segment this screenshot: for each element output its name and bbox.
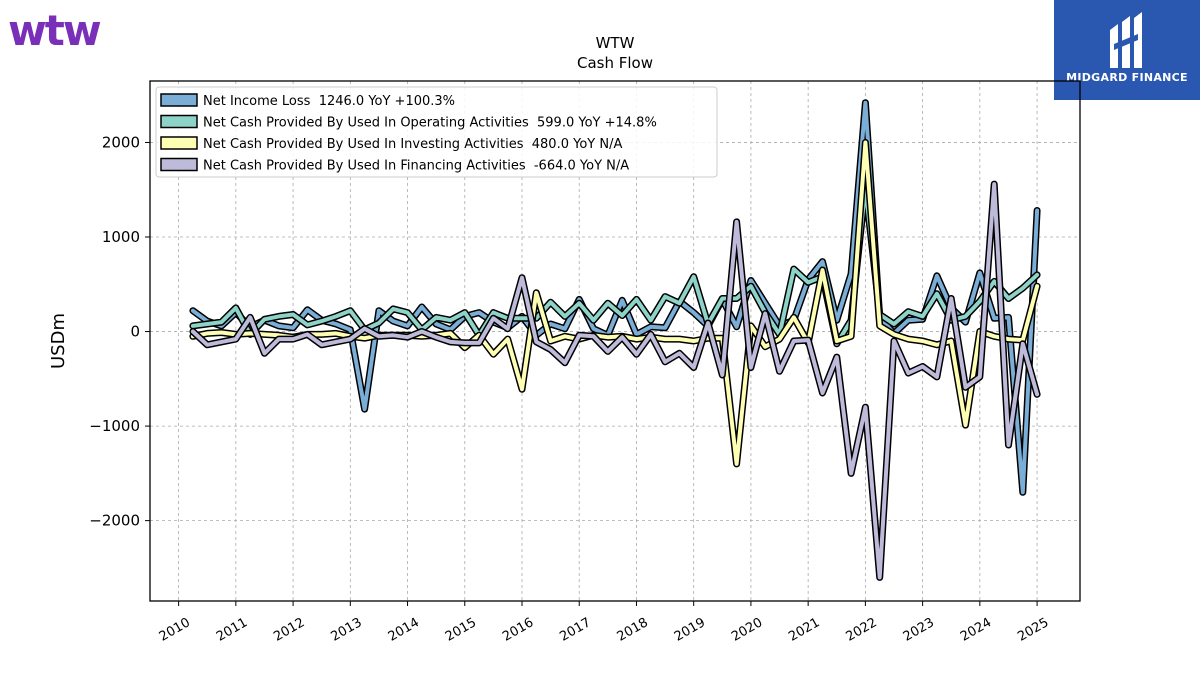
series-3-line — [190, 140, 1040, 466]
y-axis-label: USDm — [48, 313, 69, 369]
y-tick-label: 2000 — [102, 133, 140, 151]
series-4-outline — [189, 180, 1041, 581]
legend-entry: Net Cash Provided By Used In Investing A… — [203, 137, 622, 152]
series-3-outline — [189, 139, 1041, 468]
chart-title: WTW — [596, 34, 635, 52]
series-2-line — [190, 185, 1040, 346]
series-4-line — [190, 182, 1040, 580]
x-tick-label: 2017 — [557, 615, 593, 645]
legend-entry: Net Cash Provided By Used In Financing A… — [203, 159, 629, 174]
legend-swatch — [160, 157, 198, 172]
x-tick-label: 2010 — [157, 615, 193, 645]
x-tick-label: 2015 — [443, 615, 479, 645]
legend-swatch — [160, 136, 198, 150]
legend-entry: Net Cash Provided By Used In Operating A… — [203, 116, 657, 131]
x-tick-label: 2021 — [786, 615, 822, 645]
x-tick-label: 2013 — [328, 615, 364, 645]
x-tick-label: 2020 — [729, 615, 765, 645]
y-tick-label: 1000 — [102, 228, 140, 246]
x-tick-label: 2014 — [386, 615, 422, 645]
x-tick-label: 2018 — [615, 615, 651, 645]
legend-swatch — [160, 114, 198, 129]
x-tick-label: 2012 — [271, 615, 307, 645]
plot-frame — [149, 80, 1081, 602]
legend-entry: Net Income Loss 1246.0 YoY +100.3% — [203, 94, 455, 109]
x-tick-label: 2019 — [672, 615, 708, 645]
midgard-logo-icon — [1110, 12, 1142, 68]
series-1-line — [190, 100, 1040, 495]
legend-swatch — [160, 93, 198, 107]
x-tick-label: 2025 — [1015, 615, 1051, 645]
x-tick-label: 2011 — [214, 615, 250, 645]
x-tick-label: 2024 — [958, 615, 994, 645]
midgard-finance-badge: MIDGARD FINANCE — [1054, 0, 1200, 100]
y-tick-label: 0 — [130, 323, 140, 341]
x-tick-label: 2016 — [500, 615, 536, 645]
y-tick-label: −2000 — [89, 512, 140, 530]
x-tick-label: 2023 — [901, 615, 937, 645]
x-tick-label: 2022 — [844, 615, 880, 645]
wtw-logo: wtw — [8, 6, 102, 55]
y-tick-label: −1000 — [89, 417, 140, 435]
badge-label: MIDGARD FINANCE — [1066, 71, 1188, 84]
legend-box — [155, 86, 718, 178]
chart-subtitle: Cash Flow — [577, 54, 653, 72]
